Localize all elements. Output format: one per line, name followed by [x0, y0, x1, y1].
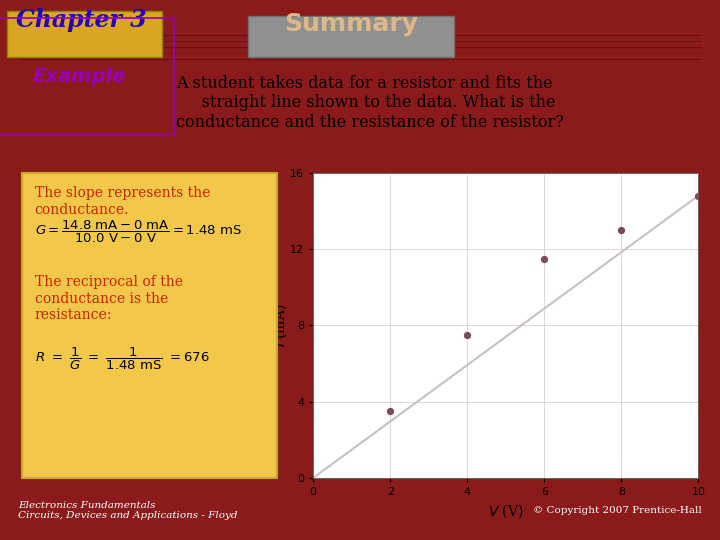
Text: $G = \dfrac{14.8\ \mathrm{mA} - 0\ \mathrm{mA}}{10.0\ \mathrm{V} - 0\ \mathrm{V}: $G = \dfrac{14.8\ \mathrm{mA} - 0\ \math… — [35, 219, 242, 245]
Point — [693, 191, 704, 200]
Text: Example: Example — [32, 67, 126, 86]
Text: The slope represents the
conductance.: The slope represents the conductance. — [35, 186, 210, 217]
Point — [616, 226, 627, 234]
Text: The reciprocal of the
conductance is the
resistance:: The reciprocal of the conductance is the… — [35, 275, 183, 322]
Text: $R\ =\ \dfrac{1}{G}\ =\ \dfrac{1}{1.48\ \mathrm{mS}}\ = 676$: $R\ =\ \dfrac{1}{G}\ =\ \dfrac{1}{1.48\ … — [35, 346, 209, 372]
Text: A student takes data for a resistor and fits the
     straight line shown to the: A student takes data for a resistor and … — [176, 75, 564, 131]
Point — [384, 407, 396, 415]
Text: Chapter 3: Chapter 3 — [16, 8, 147, 32]
Text: Electronics Fundamentals
Circuits, Devices and Applications - Floyd: Electronics Fundamentals Circuits, Devic… — [18, 501, 238, 520]
Text: Summary: Summary — [284, 12, 418, 36]
Point — [539, 254, 550, 263]
X-axis label: $V$ (V): $V$ (V) — [488, 503, 523, 520]
Text: © Copyright 2007 Prentice-Hall: © Copyright 2007 Prentice-Hall — [534, 506, 702, 515]
Point — [462, 330, 473, 339]
Y-axis label: $I$ (mA): $I$ (mA) — [271, 303, 289, 347]
